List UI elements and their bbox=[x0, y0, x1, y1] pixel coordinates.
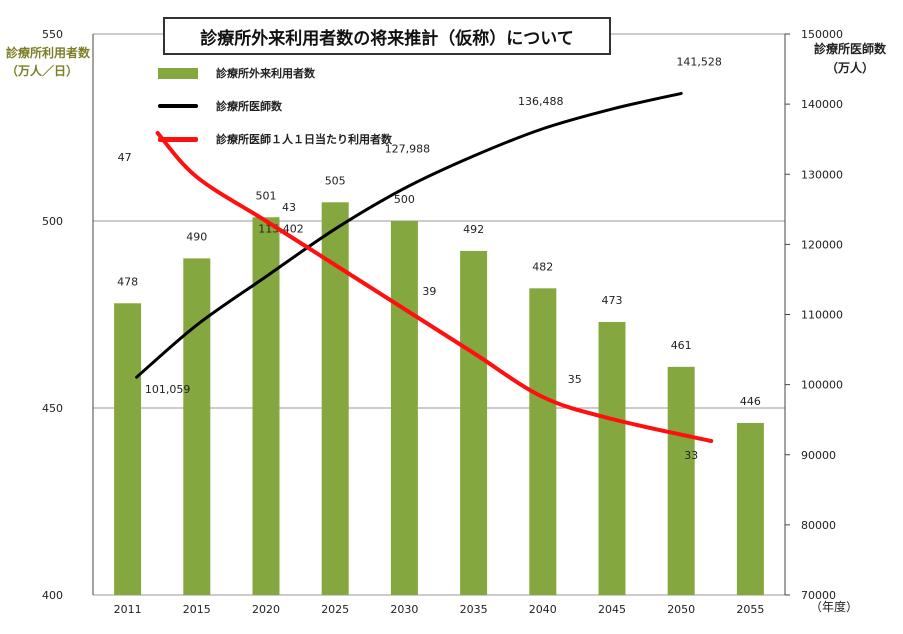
left-tick-label: 450 bbox=[42, 402, 63, 415]
doctors-line bbox=[135, 91, 683, 379]
right-axis-title: 診療所医師数 （万人） bbox=[800, 40, 900, 78]
bar-value-label: 478 bbox=[117, 275, 138, 288]
legend-item-per-doctor: 診療所医師１人１日当たり利用者数 bbox=[158, 128, 392, 150]
bar bbox=[598, 321, 626, 595]
per-doctor-value-label: 39 bbox=[422, 285, 436, 298]
left-axis-title: 診療所利用者数 （万人／日） bbox=[6, 44, 90, 80]
legend-doctors-swatch bbox=[158, 104, 198, 108]
x-tick-label: 2011 bbox=[114, 603, 142, 616]
bar-value-label: 500 bbox=[394, 193, 415, 206]
legend-per-doctor-label: 診療所医師１人１日当たり利用者数 bbox=[216, 133, 392, 146]
right-tick-label: 70000 bbox=[801, 589, 836, 602]
left-axis-unit: （万人／日） bbox=[6, 64, 79, 78]
right-tick-label: 130000 bbox=[801, 168, 843, 181]
bar-value-label: 482 bbox=[532, 260, 553, 273]
bar-value-label: 461 bbox=[671, 339, 692, 352]
bar bbox=[390, 221, 418, 595]
bar bbox=[460, 250, 488, 596]
legend-per-doctor-swatch bbox=[158, 136, 198, 142]
right-tick-label: 110000 bbox=[801, 309, 843, 322]
doctors-value-label: 141,528 bbox=[676, 55, 722, 68]
per-doctor-value-label: 43 bbox=[282, 201, 296, 214]
x-tick-label: 2050 bbox=[667, 603, 695, 616]
per-doctor-line bbox=[155, 131, 714, 443]
bar bbox=[529, 288, 557, 595]
bar-value-label: 492 bbox=[463, 223, 484, 236]
right-tick-label: 100000 bbox=[801, 379, 843, 392]
legend-bar-label: 診療所外来利用者数 bbox=[216, 67, 315, 80]
legend-doctors-label: 診療所医師数 bbox=[216, 100, 282, 113]
right-tick-label: 140000 bbox=[801, 98, 843, 111]
x-tick-label: 2035 bbox=[460, 603, 488, 616]
x-tick-label: 2030 bbox=[390, 603, 418, 616]
bar bbox=[183, 258, 211, 595]
legend-item-doctors: 診療所医師数 bbox=[158, 95, 392, 117]
bar bbox=[252, 217, 280, 595]
bar-value-label: 505 bbox=[325, 174, 346, 187]
bar bbox=[321, 202, 349, 596]
legend-bar-swatch bbox=[158, 67, 198, 79]
chart-title: 診療所外来利用者数の将来推計（仮称）について bbox=[163, 17, 611, 55]
x-tick-label: 2055 bbox=[736, 603, 764, 616]
right-tick-label: 90000 bbox=[801, 449, 836, 462]
bar bbox=[114, 303, 142, 595]
bar-value-label: 446 bbox=[740, 395, 761, 408]
doctors-value-label: 127,988 bbox=[385, 142, 431, 155]
bar-value-label: 473 bbox=[602, 294, 623, 307]
x-tick-label: 2025 bbox=[321, 603, 349, 616]
doctors-value-label: 101,059 bbox=[145, 383, 191, 396]
bar bbox=[667, 366, 695, 595]
left-tick-label: 400 bbox=[42, 589, 63, 602]
per-doctor-value-label: 35 bbox=[568, 373, 582, 386]
x-tick-label: 2015 bbox=[183, 603, 211, 616]
right-tick-label: 120000 bbox=[801, 238, 843, 251]
left-tick-label: 550 bbox=[42, 28, 63, 41]
x-axis-unit: （年度） bbox=[810, 600, 859, 614]
legend-item-bar: 診療所外来利用者数 bbox=[158, 62, 392, 84]
per-doctor-value-label: 47 bbox=[118, 151, 132, 164]
right-tick-label: 150000 bbox=[801, 28, 843, 41]
right-tick-label: 80000 bbox=[801, 519, 836, 532]
left-tick-label: 500 bbox=[42, 215, 63, 228]
doctors-value-label: 136,488 bbox=[518, 95, 564, 108]
left-axis-label: 診療所利用者数 bbox=[6, 46, 91, 60]
per-doctor-value-label: 33 bbox=[684, 449, 698, 462]
x-tick-label: 2045 bbox=[598, 603, 626, 616]
x-tick-label: 2040 bbox=[529, 603, 557, 616]
bar-value-label: 490 bbox=[186, 230, 207, 243]
legend: 診療所外来利用者数 診療所医師数 診療所医師１人１日当たり利用者数 bbox=[158, 62, 392, 161]
x-tick-label: 2020 bbox=[252, 603, 280, 616]
right-axis-label: 診療所医師数 bbox=[813, 42, 886, 56]
right-axis-unit: （万人） bbox=[825, 61, 874, 75]
bar-value-label: 501 bbox=[256, 189, 277, 202]
bar bbox=[736, 422, 764, 595]
